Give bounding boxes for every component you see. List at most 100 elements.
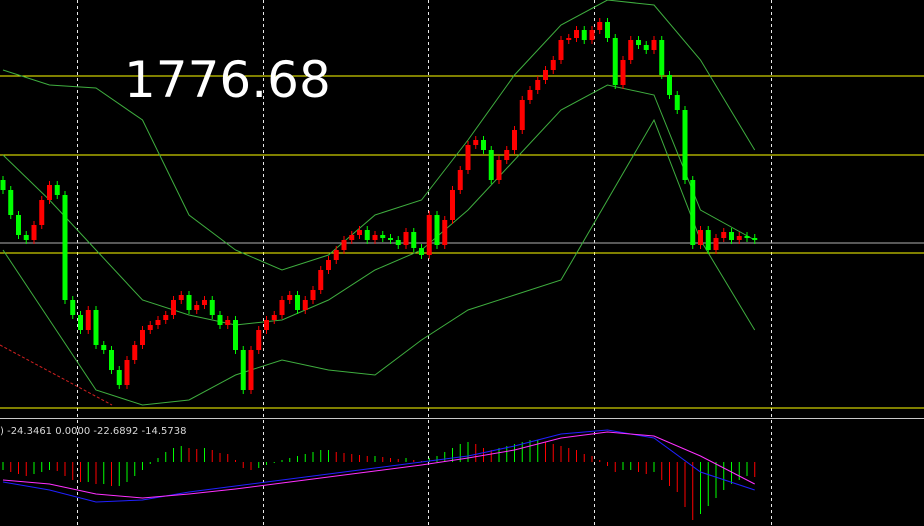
candle-body: [147, 325, 153, 330]
candle-body: [240, 350, 246, 390]
candle-body: [573, 30, 579, 38]
candle-body: [201, 300, 207, 305]
candle-body: [163, 315, 169, 320]
candle-body: [8, 190, 14, 215]
indicator-label: ) -24.3461 0.0000 -22.6892 -14.5738: [0, 426, 187, 437]
candle-body: [418, 248, 424, 255]
macd-line: [2, 431, 755, 499]
candle-body: [620, 60, 626, 85]
candle-body: [628, 40, 634, 60]
candle-body: [566, 38, 572, 40]
candle-body: [426, 215, 432, 255]
candle-body: [581, 30, 587, 40]
candle-body: [372, 235, 378, 240]
candle-body: [713, 238, 719, 250]
candle-body: [635, 40, 641, 45]
candle-body: [85, 310, 91, 330]
candle-body: [387, 238, 393, 240]
candle-body: [690, 180, 696, 245]
candle-body: [705, 230, 711, 250]
candle-body: [271, 315, 277, 320]
vertical-grid: [77, 0, 772, 526]
price-label: 1776.68: [124, 51, 331, 109]
candle-body: [674, 95, 680, 110]
candle-body: [310, 290, 316, 300]
candle-body: [449, 190, 455, 220]
candle-body: [349, 235, 355, 240]
candle-body: [589, 30, 595, 40]
candle-body: [217, 315, 223, 325]
candle-body: [225, 320, 231, 325]
candle-body: [651, 40, 657, 50]
candle-body: [558, 40, 564, 60]
candle-body: [108, 350, 114, 370]
candle-body: [519, 100, 525, 130]
candle-body: [341, 240, 347, 250]
candle-body: [442, 220, 448, 245]
candle-body: [62, 195, 68, 300]
candle-body: [597, 22, 603, 30]
candle-body: [31, 225, 37, 240]
candle-body: [542, 70, 548, 80]
macd-panel: [2, 429, 756, 520]
candle-body: [535, 80, 541, 90]
candle-body: [380, 235, 386, 238]
candle-body: [170, 300, 176, 315]
candle-body: [511, 130, 517, 150]
candle-body: [263, 320, 269, 330]
candle-body: [15, 215, 21, 235]
candle-body: [527, 90, 533, 100]
candle-body: [93, 310, 99, 345]
candle-body: [736, 236, 742, 240]
candle-body: [101, 345, 107, 350]
candle-body: [70, 300, 76, 315]
candle-body: [39, 200, 45, 225]
candle-body: [279, 300, 285, 315]
candle-body: [124, 360, 130, 385]
candle-body: [294, 295, 300, 310]
candle-body: [395, 240, 401, 245]
candle-body: [333, 250, 339, 260]
trend-line: [0, 344, 113, 406]
candle-body: [318, 270, 324, 290]
candle-body: [248, 350, 254, 390]
candle-body: [744, 236, 750, 238]
candle-body: [465, 145, 471, 170]
candle-body: [682, 110, 688, 180]
band-line: [2, 0, 756, 271]
candle-body: [139, 330, 145, 345]
candle-body: [550, 60, 556, 70]
candle-body: [155, 320, 161, 325]
candle-body: [488, 150, 494, 180]
band-line: [2, 118, 756, 406]
candle-body: [504, 150, 510, 160]
candle-body: [411, 232, 417, 248]
candle-body: [752, 238, 758, 240]
candle-body: [457, 170, 463, 190]
candle-body: [46, 185, 52, 200]
candle-body: [132, 345, 138, 360]
candle-body: [697, 230, 703, 245]
candle-body: [194, 305, 200, 310]
candle-body: [178, 295, 184, 300]
candle-body: [612, 38, 618, 85]
candle-body: [666, 75, 672, 95]
candle-body: [643, 45, 649, 50]
candle-body: [325, 260, 331, 270]
candle-body: [287, 295, 293, 300]
candle-body: [77, 315, 83, 330]
price-panel: [0, 0, 924, 409]
candle-body: [23, 235, 29, 240]
candle-body: [604, 22, 610, 38]
candle-body: [721, 232, 727, 238]
candle-body: [0, 180, 6, 190]
candle-body: [186, 295, 192, 310]
candle-body: [256, 330, 262, 350]
macd-line: [2, 429, 755, 503]
candle-body: [434, 215, 440, 245]
candle-body: [480, 140, 486, 150]
candle-body: [232, 320, 238, 350]
candle-body: [54, 185, 60, 195]
